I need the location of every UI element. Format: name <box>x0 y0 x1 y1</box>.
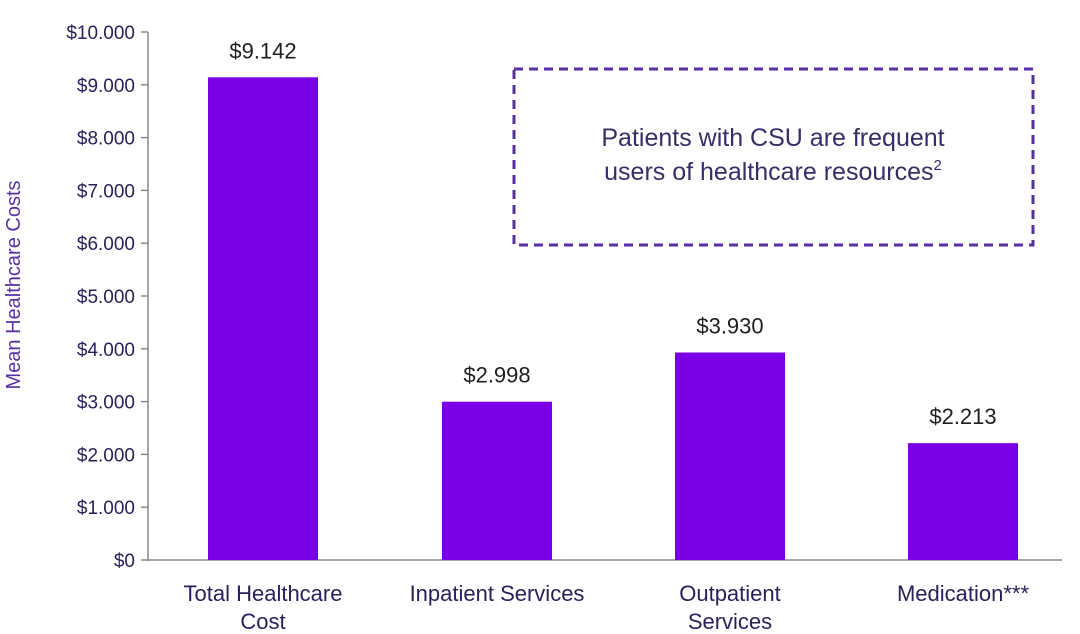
callout-box: Patients with CSU are frequent users of … <box>512 67 1035 247</box>
x-tick-label-line: Medication*** <box>897 581 1030 606</box>
data-label: $2.213 <box>929 404 996 429</box>
y-tick-label: $8.000 <box>77 129 135 150</box>
x-tick-label-line: Cost <box>240 609 285 634</box>
bar <box>208 77 318 560</box>
y-tick-label: $0 <box>114 551 135 572</box>
callout-superscript: 2 <box>934 157 942 174</box>
y-tick-label: $1.000 <box>77 498 135 519</box>
data-label: $2.998 <box>463 363 530 388</box>
y-axis-title: Mean Healthcare Costs <box>3 181 25 390</box>
x-tick-label: Inpatient Services <box>410 581 585 606</box>
y-tick-label: $6.000 <box>77 234 135 255</box>
bar <box>442 401 552 560</box>
x-tick-label: Total Healthcare Cost <box>184 581 343 634</box>
value-labels: $9.142 $2.998 $3.930 $2.213 <box>229 38 996 429</box>
data-label: $3.930 <box>696 313 763 338</box>
data-label: $9.142 <box>229 38 296 63</box>
y-tick-label: $9.000 <box>77 76 135 97</box>
bar <box>908 443 1018 560</box>
x-tick-label: Outpatient Services <box>679 581 781 634</box>
callout-border <box>512 67 1035 247</box>
y-tick-label: $4.000 <box>77 340 135 361</box>
x-tick-label-line: Total Healthcare <box>184 581 343 606</box>
x-tick-label-line: Outpatient <box>679 581 781 606</box>
y-tick-label: $3.000 <box>77 393 135 414</box>
x-axis-labels: Total Healthcare Cost Inpatient Services Ou… <box>184 581 1030 634</box>
y-tick-label: $2.000 <box>77 445 135 466</box>
y-tick-label: $5.000 <box>77 287 135 308</box>
x-tick-label: Medication*** <box>897 581 1030 606</box>
y-axis: $0 $1.000 $2.000 $3.000 $4.000 $5.000 $6.000 $7… <box>66 23 1062 572</box>
y-tick-label: $7.000 <box>77 181 135 202</box>
bars <box>208 77 1018 560</box>
x-tick-label-line: Services <box>688 609 772 634</box>
bar <box>675 352 785 560</box>
y-tick-label: $10.000 <box>66 23 135 44</box>
x-tick-label-line: Inpatient Services <box>410 581 585 606</box>
callout-line-2: users of healthcare resources2 <box>604 157 942 186</box>
callout-line-1: Patients with CSU are frequent <box>601 124 944 152</box>
callout-line-2-text: users of healthcare resources <box>604 158 933 186</box>
